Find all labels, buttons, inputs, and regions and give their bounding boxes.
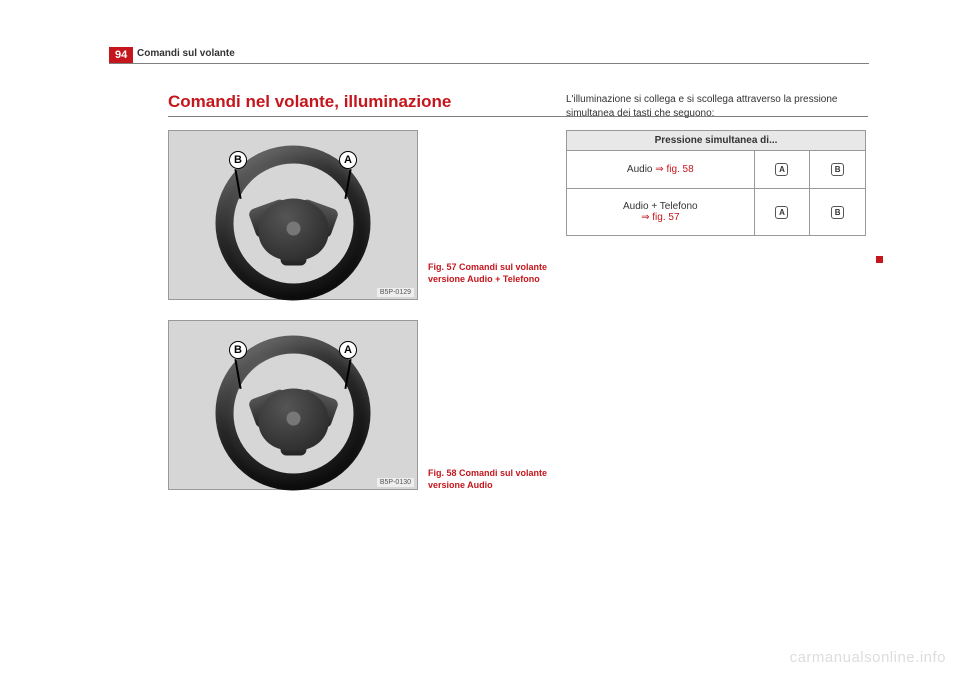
header-rule xyxy=(109,63,869,64)
steering-wheel-inner xyxy=(233,163,353,283)
row-label: Audio + Telefono⇒ fig. 57 xyxy=(567,189,755,236)
running-head: Comandi sul volante xyxy=(137,48,235,59)
figure-57: B A B5P-0129 xyxy=(168,130,418,300)
steering-wheel-outer xyxy=(216,336,371,491)
callout-label-b: B xyxy=(229,151,247,169)
fig-reference: ⇒ fig. 58 xyxy=(655,164,693,175)
intro-paragraph: L'illuminazione si collega e si scollega… xyxy=(566,93,866,120)
row-label: Audio ⇒ fig. 58 xyxy=(567,151,755,189)
seat-logo-icon xyxy=(286,221,300,235)
figure-code: B5P-0130 xyxy=(377,478,414,487)
key-b-icon: B xyxy=(831,163,844,176)
section-end-marker-icon xyxy=(876,256,883,263)
key-b-cell: B xyxy=(810,151,866,189)
page-number-badge: 94 xyxy=(109,47,133,63)
section-title: Comandi nel volante, illuminazione xyxy=(168,92,451,112)
key-a-icon: A xyxy=(775,206,788,219)
callout-label-b: B xyxy=(229,341,247,359)
table-row: Audio + Telefono⇒ fig. 57 A B xyxy=(567,189,866,236)
fig-reference: ⇒ fig. 57 xyxy=(641,212,679,223)
wheel-hub xyxy=(258,198,328,260)
figure-58: B A B5P-0130 xyxy=(168,320,418,490)
key-a-cell: A xyxy=(754,151,810,189)
wheel-hub xyxy=(258,388,328,450)
key-a-icon: A xyxy=(775,163,788,176)
figure-58-caption: Fig. 58 Comandi sul volante versione Aud… xyxy=(428,468,553,491)
key-a-cell: A xyxy=(754,189,810,236)
callout-label-a: A xyxy=(339,151,357,169)
figure-57-caption: Fig. 57 Comandi sul volante versione Aud… xyxy=(428,262,553,285)
steering-wheel-inner xyxy=(233,353,353,473)
key-b-icon: B xyxy=(831,206,844,219)
table-row: Audio ⇒ fig. 58 A B xyxy=(567,151,866,189)
row-label-plain: Audio xyxy=(627,164,655,175)
seat-logo-icon xyxy=(286,411,300,425)
table-header: Pressione simultanea di... xyxy=(567,131,866,151)
watermark: carmanualsonline.info xyxy=(790,649,946,666)
key-b-cell: B xyxy=(810,189,866,236)
steering-wheel-outer xyxy=(216,146,371,301)
row-label-plain: Audio + Telefono xyxy=(623,201,698,212)
callout-label-a: A xyxy=(339,341,357,359)
key-press-table: Pressione simultanea di... Audio ⇒ fig. … xyxy=(566,130,866,236)
figure-code: B5P-0129 xyxy=(377,288,414,297)
